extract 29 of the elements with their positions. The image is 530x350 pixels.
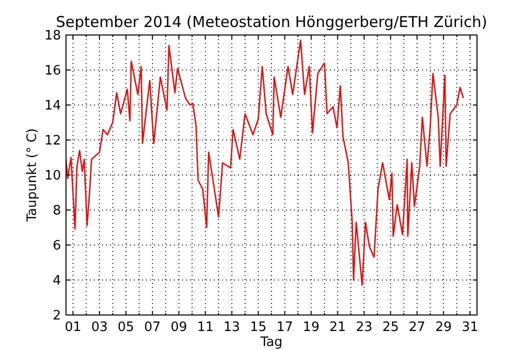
y-tick-label: 14 (44, 98, 61, 114)
y-tick-label: 10 (44, 168, 61, 184)
y-tick-label: 4 (52, 274, 61, 289)
x-tick-label: 17 (276, 320, 294, 335)
x-tick-label: 29 (435, 320, 452, 335)
y-axis-title: Taupunkt (° C) (25, 128, 40, 223)
y-tick-label: 2 (52, 308, 61, 324)
y-tick-label: 18 (44, 28, 61, 44)
x-tick-label: 05 (118, 320, 134, 335)
x-tick-label: 31 (462, 320, 478, 335)
x-tick-label: 21 (329, 320, 346, 335)
y-tick-label: 16 (44, 64, 61, 79)
line-series (66, 40, 464, 286)
x-tick-label: 23 (356, 320, 372, 335)
y-tick-label: 12 (44, 134, 61, 149)
x-tick-label: 13 (224, 320, 240, 335)
x-tick-label: 19 (302, 320, 320, 335)
x-tick-label: 25 (382, 320, 399, 335)
chart-title: September 2014 (Meteostation Hönggerberg/ETH Zürich) (56, 13, 488, 31)
x-tick-label: 15 (250, 320, 267, 335)
x-tick-label: 07 (144, 320, 161, 335)
y-tick-label: 8 (52, 204, 61, 219)
x-axis-title: Tag (259, 335, 283, 350)
x-tick-label: 03 (91, 320, 108, 335)
x-tick-label: 01 (64, 320, 82, 335)
x-tick-label: 11 (197, 320, 214, 335)
x-tick-label: 27 (408, 320, 426, 335)
x-tick-label: 09 (170, 320, 188, 335)
y-tick-label: 6 (52, 238, 61, 254)
